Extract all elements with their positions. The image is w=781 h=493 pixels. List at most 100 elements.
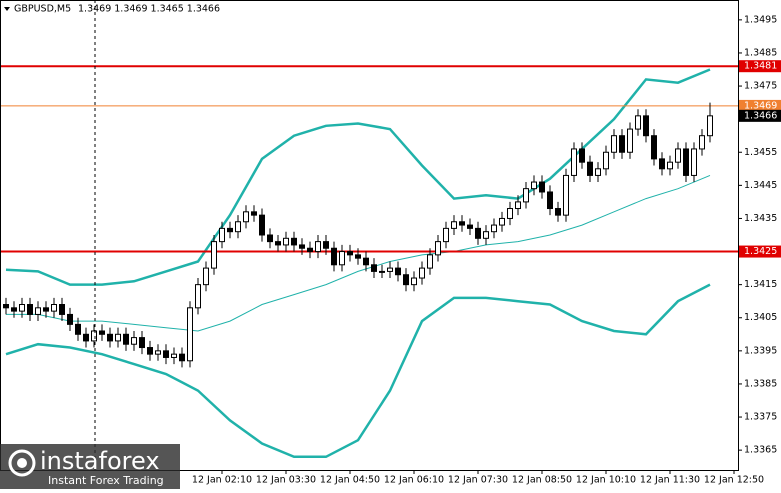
candle-body xyxy=(171,353,177,358)
candle-body xyxy=(115,333,121,342)
candle-body xyxy=(371,264,377,272)
candle-body xyxy=(131,337,137,345)
candle-body xyxy=(195,284,201,309)
menu-arrow xyxy=(4,7,10,11)
x-tick-label: 12 Jan 02:10 xyxy=(192,475,252,486)
candle-body xyxy=(75,323,81,335)
symbol: GBPUSD,M5 xyxy=(14,4,71,15)
level-label: 1.3466 xyxy=(744,110,777,121)
candle-body xyxy=(675,148,681,163)
candle-body xyxy=(507,208,513,219)
candle-body xyxy=(483,231,489,239)
watermark: instaforex Instant Forex Trading xyxy=(0,444,180,489)
candle-body xyxy=(627,128,633,153)
candle-body xyxy=(643,115,649,137)
candle-body xyxy=(499,217,505,226)
slogan: Instant Forex Trading xyxy=(48,474,164,487)
candle-body xyxy=(227,227,233,233)
y-tick-label: 1.3385 xyxy=(744,378,777,389)
candle-body xyxy=(243,211,249,223)
candle-body xyxy=(59,304,65,315)
candle-body xyxy=(275,241,281,246)
candle-body xyxy=(307,247,313,253)
x-tick-label: 12 Jan 10:10 xyxy=(576,475,636,486)
candle-body xyxy=(451,221,457,229)
candle-body xyxy=(283,237,289,246)
candle-body xyxy=(387,267,393,272)
candle-body xyxy=(203,267,209,286)
candle-body xyxy=(147,347,153,355)
candle-body xyxy=(355,254,361,259)
candle-body xyxy=(35,307,41,315)
candle-body xyxy=(699,135,705,150)
x-tick-label: 12 Jan 11:30 xyxy=(640,475,700,486)
candle-body xyxy=(99,330,105,335)
candle-body xyxy=(163,350,169,358)
y-tick-label: 1.3365 xyxy=(744,445,777,456)
candle-body xyxy=(619,135,625,153)
plot-area xyxy=(0,65,738,459)
candle-body xyxy=(427,254,433,269)
y-tick-label: 1.3405 xyxy=(744,312,777,323)
candle-body xyxy=(155,350,161,355)
candle-body xyxy=(299,244,305,249)
candle-body xyxy=(211,241,217,269)
candle-body xyxy=(411,277,417,286)
x-tick-label: 12 Jan 04:50 xyxy=(320,475,380,486)
candle-body xyxy=(27,304,33,315)
candle-body xyxy=(515,201,521,210)
band-line xyxy=(5,283,711,459)
candle-body xyxy=(83,333,89,342)
candle-body xyxy=(563,174,569,216)
candle-body xyxy=(435,241,441,256)
candle-body xyxy=(67,313,73,325)
y-tick-label: 1.3485 xyxy=(744,47,777,58)
candle-body xyxy=(707,115,713,137)
candle-body xyxy=(267,234,273,243)
candle-body xyxy=(419,267,425,279)
candle-body xyxy=(187,307,193,362)
level-label-bg xyxy=(739,109,781,122)
candle-body xyxy=(251,211,257,216)
candle-body xyxy=(571,148,577,176)
candle-body xyxy=(651,135,657,160)
logo-dot xyxy=(17,458,27,468)
candle-body xyxy=(347,251,353,256)
band-line xyxy=(5,68,711,286)
candle-body xyxy=(179,353,185,362)
candle-body xyxy=(531,181,537,190)
watermark-bg xyxy=(0,444,180,489)
x-tick-label: 12 Jan 08:50 xyxy=(512,475,572,486)
candle-body xyxy=(579,148,585,163)
candle-body xyxy=(691,148,697,176)
candle-body xyxy=(315,241,321,253)
candle-body xyxy=(19,304,25,312)
candle-body xyxy=(491,224,497,233)
candle-body xyxy=(107,333,113,342)
band-line xyxy=(6,174,711,332)
y-tick-label: 1.3445 xyxy=(744,180,777,191)
candle-body xyxy=(363,257,369,266)
candle-body xyxy=(595,168,601,176)
candle-body xyxy=(635,115,641,130)
x-tick-label: 12 Jan 12:50 xyxy=(704,475,764,486)
candle-body xyxy=(467,224,473,229)
candle-body xyxy=(403,274,409,286)
level-label: 1.3425 xyxy=(744,246,777,257)
candle-body xyxy=(43,307,49,312)
candle-body xyxy=(475,227,481,239)
level-label: 1.3481 xyxy=(744,61,777,72)
x-tick-label: 12 Jan 03:30 xyxy=(256,475,316,486)
candle-body xyxy=(235,221,241,233)
logo xyxy=(8,449,36,477)
candle-body xyxy=(91,330,97,342)
candle-body xyxy=(123,333,129,345)
candle-body xyxy=(667,161,673,170)
candle-body xyxy=(339,251,345,266)
candle-body xyxy=(523,188,529,203)
y-tick-label: 1.3415 xyxy=(744,279,777,290)
level-label-bg xyxy=(739,60,781,73)
y-tick-label: 1.3395 xyxy=(744,345,777,356)
